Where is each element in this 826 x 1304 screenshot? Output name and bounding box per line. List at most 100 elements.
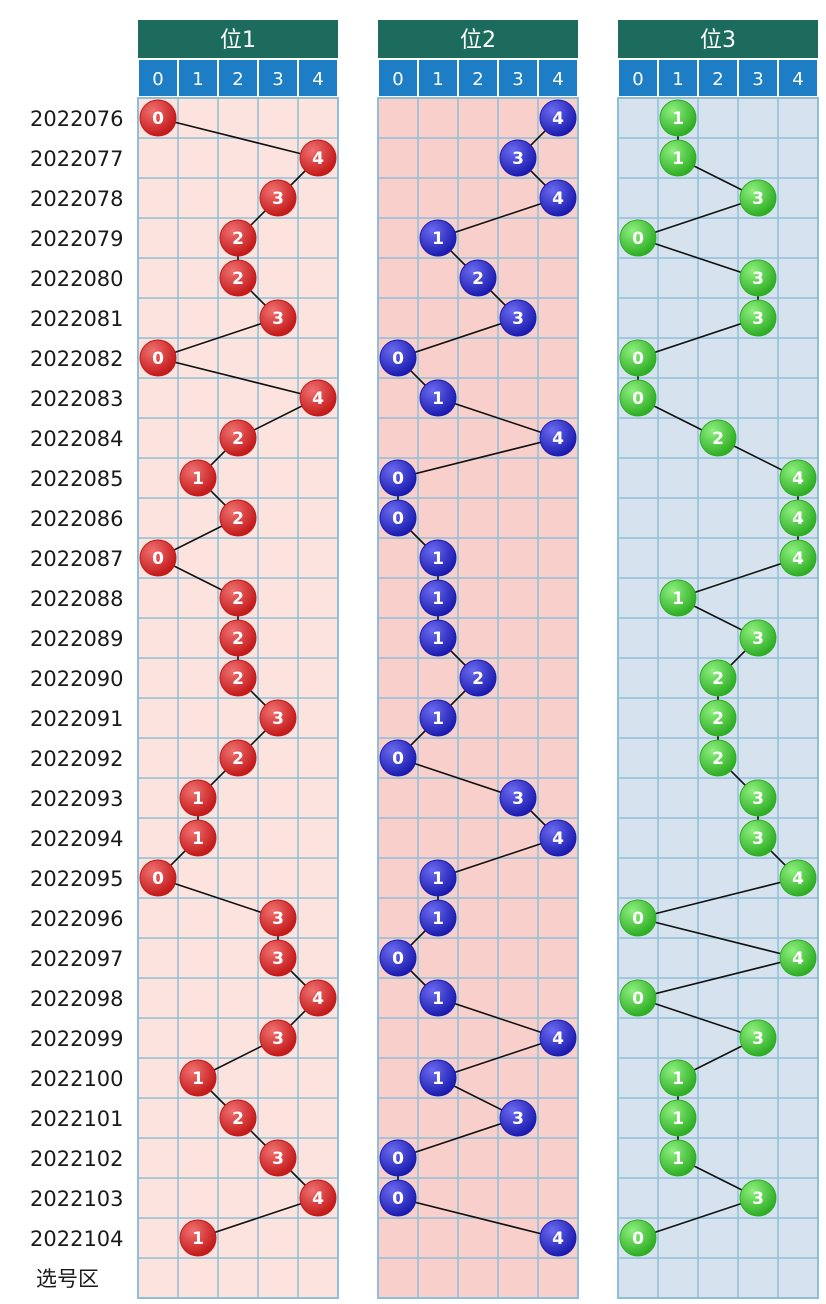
data-ball-label: 2 — [232, 629, 244, 649]
data-ball — [499, 299, 537, 337]
data-ball — [419, 539, 457, 577]
digit-header-label: 4 — [312, 69, 323, 90]
data-ball — [699, 699, 737, 737]
data-ball — [779, 539, 817, 577]
data-ball-label: 1 — [432, 709, 444, 729]
data-ball — [459, 659, 497, 697]
digit-header-label: 1 — [192, 69, 203, 90]
data-ball-label: 1 — [672, 589, 684, 609]
period-label: 2022102 — [30, 1147, 124, 1171]
digit-header-cell — [699, 60, 737, 96]
panel-title: 位1 — [220, 28, 256, 53]
data-ball-label: 2 — [472, 269, 484, 289]
data-ball-label: 3 — [272, 1029, 284, 1049]
data-ball — [259, 1139, 297, 1177]
data-ball-label: 4 — [552, 1029, 564, 1049]
digit-header-cell — [459, 60, 497, 96]
data-ball-label: 0 — [632, 1229, 644, 1249]
data-ball — [739, 259, 777, 297]
data-ball-label: 3 — [512, 789, 524, 809]
data-ball — [219, 739, 257, 777]
data-ball — [659, 1099, 697, 1137]
data-ball-label: 2 — [712, 429, 724, 449]
data-ball — [779, 459, 817, 497]
data-ball-label: 4 — [552, 189, 564, 209]
data-ball — [179, 1219, 217, 1257]
period-label: 2022094 — [30, 827, 124, 851]
data-ball-label: 2 — [232, 669, 244, 689]
data-ball — [739, 299, 777, 337]
data-ball — [379, 1139, 417, 1177]
digit-header-label: 2 — [472, 69, 483, 90]
period-label: 2022079 — [30, 227, 124, 251]
data-ball-label: 1 — [192, 469, 204, 489]
data-ball — [299, 1179, 337, 1217]
digit-header-cell — [219, 60, 257, 96]
data-ball — [659, 1059, 697, 1097]
data-ball — [219, 499, 257, 537]
period-label: 2022100 — [30, 1067, 124, 1091]
panel-2: 位2 0 1 2 3 4 4 3 4 1 2 3 0 1 4 0 0 1 1 1 2 1 0 3 4 1 1 0 1 4 1 3 0 0 4 — [377, 20, 579, 1299]
panel-1: 位1 0 1 2 3 4 0 4 3 2 2 3 0 4 2 1 2 0 2 2 2 3 2 1 1 0 3 3 4 3 1 2 3 4 1 — [137, 20, 339, 1299]
data-ball-label: 4 — [792, 509, 804, 529]
data-ball — [619, 979, 657, 1017]
data-ball — [779, 499, 817, 537]
data-ball-label: 1 — [672, 1109, 684, 1129]
data-ball-label: 2 — [232, 749, 244, 769]
data-ball-label: 3 — [752, 1189, 764, 1209]
data-ball — [139, 859, 177, 897]
data-ball — [219, 419, 257, 457]
data-ball-label: 0 — [392, 949, 404, 969]
data-ball-label: 3 — [752, 269, 764, 289]
data-ball-label: 0 — [392, 1189, 404, 1209]
panel-title: 位2 — [460, 28, 496, 53]
data-ball-label: 2 — [712, 709, 724, 729]
period-label: 2022081 — [30, 307, 124, 331]
data-ball — [739, 819, 777, 857]
digit-header-cell — [499, 60, 537, 96]
data-ball-label: 0 — [632, 389, 644, 409]
data-ball-label: 0 — [152, 549, 164, 569]
digit-header-label: 4 — [552, 69, 563, 90]
period-label: 2022095 — [30, 867, 124, 891]
digit-header-cell — [259, 60, 297, 96]
data-ball-label: 3 — [752, 1029, 764, 1049]
data-ball — [619, 219, 657, 257]
data-ball-label: 3 — [272, 709, 284, 729]
data-ball — [219, 259, 257, 297]
footer-label: 选号区 — [36, 1267, 99, 1291]
data-ball — [659, 139, 697, 177]
digit-header-label: 0 — [632, 69, 643, 90]
data-ball — [259, 699, 297, 737]
data-ball-label: 0 — [392, 1149, 404, 1169]
digit-header-cell — [139, 60, 177, 96]
data-ball-label: 3 — [512, 149, 524, 169]
data-ball — [619, 899, 657, 937]
data-ball — [299, 379, 337, 417]
data-ball — [219, 659, 257, 697]
data-ball — [699, 419, 737, 457]
data-ball — [659, 1139, 697, 1177]
digit-header-label: 2 — [712, 69, 723, 90]
data-ball — [139, 539, 177, 577]
panel-3: 位3 0 1 2 3 4 1 1 3 0 3 3 0 0 2 4 4 4 1 3 2 2 2 3 3 4 0 4 0 3 1 1 1 3 0 — [617, 20, 819, 1299]
digit-header-label: 3 — [512, 69, 523, 90]
data-ball — [619, 1219, 657, 1257]
data-ball-label: 4 — [552, 429, 564, 449]
data-ball — [419, 219, 457, 257]
data-ball — [259, 1019, 297, 1057]
data-ball — [179, 779, 217, 817]
digit-header-cell — [779, 60, 817, 96]
data-ball — [419, 1059, 457, 1097]
data-ball-label: 3 — [752, 309, 764, 329]
data-ball-label: 4 — [792, 469, 804, 489]
data-ball — [299, 139, 337, 177]
data-ball — [219, 1099, 257, 1137]
period-label: 2022078 — [30, 187, 124, 211]
data-ball-label: 0 — [152, 109, 164, 129]
period-label: 2022084 — [30, 427, 124, 451]
data-ball — [739, 1019, 777, 1057]
data-ball — [179, 819, 217, 857]
data-ball-label: 0 — [152, 869, 164, 889]
data-ball-label: 4 — [552, 109, 564, 129]
